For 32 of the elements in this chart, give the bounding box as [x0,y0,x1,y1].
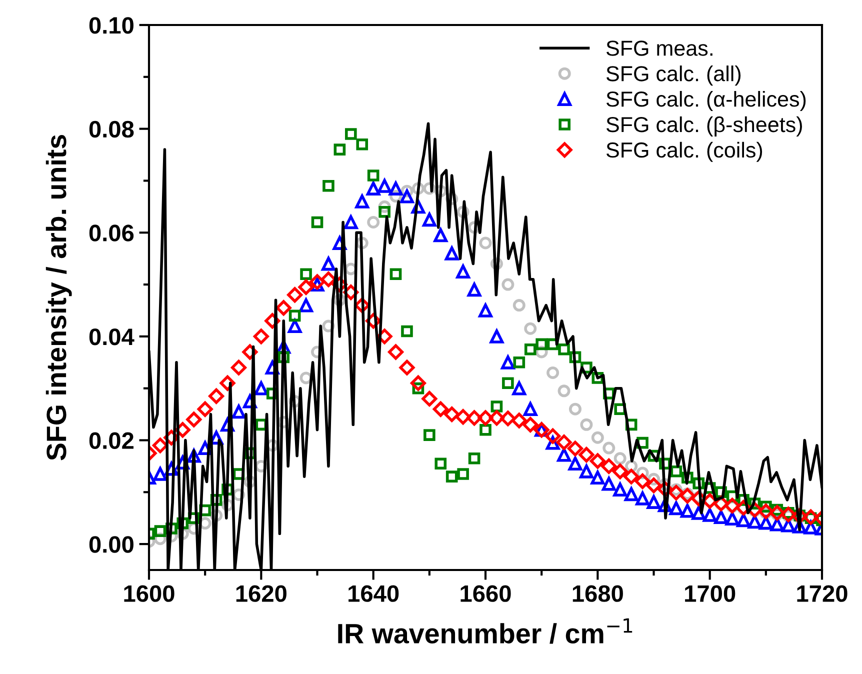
y-axis-title: SFG intensity / arb. units [46,135,72,460]
y-tick-label: 0.00 [89,536,134,553]
x-tick-label: 1720 [797,585,848,602]
x-tick-label: 1640 [348,585,399,602]
point [524,322,537,335]
x-tick-label: 1660 [460,585,511,602]
point [512,299,526,312]
point [568,402,582,416]
legend-label: SFG calc. (all) [606,66,741,86]
point [591,431,604,444]
point [614,452,626,465]
point [479,236,492,250]
point [367,216,380,228]
point [502,278,514,291]
point [580,418,593,431]
point [602,442,616,454]
y-tick-label: 0.02 [89,432,134,450]
x-tick-label: 1700 [685,585,736,602]
x-tick-label: 1620 [236,585,286,602]
legend-label: SFG calc. (β-sheets) [606,116,802,136]
legend-label: SFG meas. [606,40,712,56]
point [546,366,560,380]
x-tick-label: 1600 [124,585,174,602]
y-tick-label: 0.10 [89,17,134,34]
point [558,384,570,398]
y-tick-label: 0.06 [89,224,134,242]
x-axis-title: IR wavenumber / cm$^{−1}$ [338,618,632,644]
y-tick-label: 0.04 [89,328,134,346]
legend-label: SFG calc. (α-helices) [606,90,806,112]
legend-label: SFG calc. (coils) [606,142,762,162]
y-tick-label: 0.08 [89,120,134,138]
x-tick-label: 1680 [572,585,623,602]
